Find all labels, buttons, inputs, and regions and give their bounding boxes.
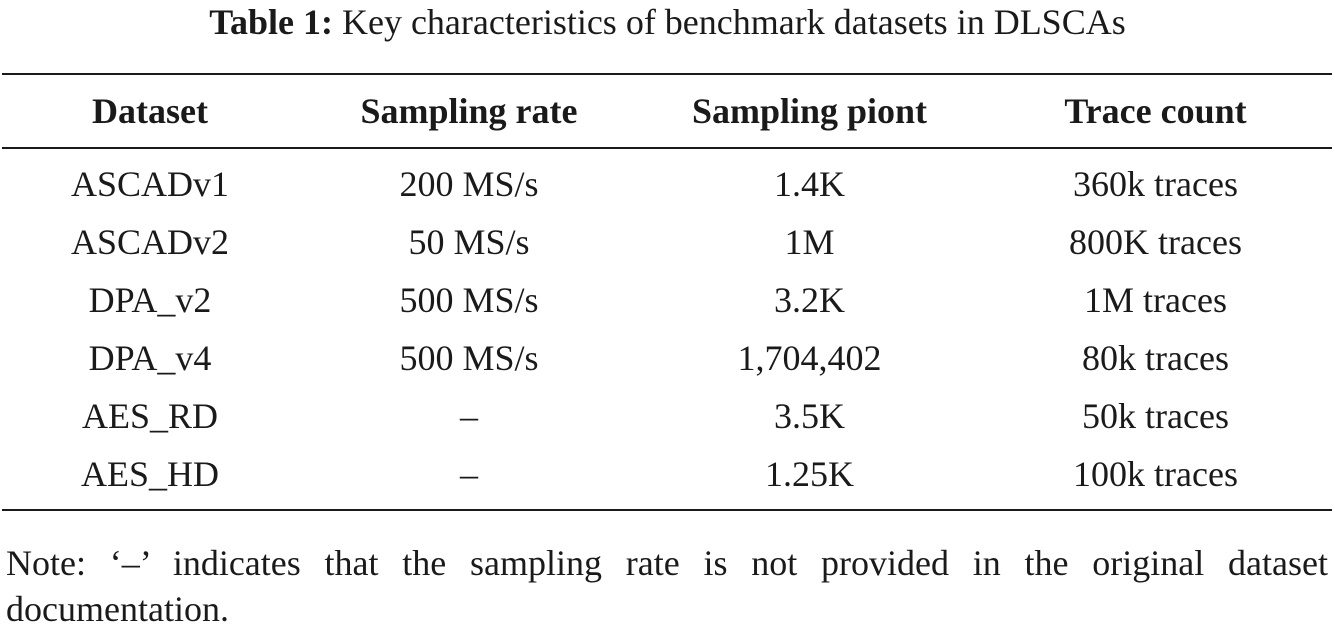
table-header-row: Dataset Sampling rate Sampling piont Tra… [2, 75, 1332, 147]
column-header-sampling-rate: Sampling rate [360, 91, 578, 131]
cell-dataset: ASCADv2 [70, 222, 230, 262]
table-header-rule [2, 147, 1332, 149]
column-header-sampling-point: Sampling piont [691, 91, 928, 131]
cell-sampling-point: 1,704,402 [737, 338, 882, 378]
cell-sampling-rate: 500 MS/s [399, 280, 539, 320]
table-row: ASCADv2 50 MS/s 1M 800K traces [2, 213, 1332, 271]
cell-trace-count: 80k traces [1082, 338, 1229, 378]
cell-trace-count: 100k traces [1073, 454, 1238, 494]
table-caption-label: Table 1: [209, 2, 333, 42]
cell-trace-count: 800K traces [1069, 222, 1242, 262]
cell-sampling-rate: 200 MS/s [399, 164, 539, 204]
cell-sampling-rate: 500 MS/s [399, 338, 539, 378]
cell-sampling-point: 1.25K [765, 454, 854, 494]
table-row: ASCADv1 200 MS/s 1.4K 360k traces [2, 147, 1332, 213]
table-top-rule [2, 73, 1332, 75]
cell-trace-count: 1M traces [1084, 280, 1227, 320]
table-row: DPA_v4 500 MS/s 1,704,402 80k traces [2, 329, 1332, 387]
cell-dataset: AES_HD [80, 454, 219, 494]
table-caption: Table 1: Key characteristics of benchmar… [0, 0, 1335, 44]
cell-sampling-rate: 50 MS/s [408, 222, 530, 262]
cell-dataset: AES_RD [81, 396, 219, 436]
table-note: Note: ‘–’ indicates that the sampling ra… [6, 543, 1328, 629]
dataset-table: Dataset Sampling rate Sampling piont Tra… [2, 75, 1332, 503]
table-row: AES_RD – 3.5K 50k traces [2, 387, 1332, 445]
cell-sampling-rate: – [460, 454, 478, 494]
cell-sampling-point: 1.4K [774, 164, 845, 204]
column-header-dataset: Dataset [92, 91, 208, 131]
cell-sampling-point: 3.5K [774, 396, 845, 436]
cell-sampling-point: 1M [784, 222, 835, 262]
cell-dataset: ASCADv1 [70, 164, 230, 204]
column-header-trace-count: Trace count [1064, 91, 1247, 131]
cell-sampling-point: 3.2K [774, 280, 845, 320]
table-row: DPA_v2 500 MS/s 3.2K 1M traces [2, 271, 1332, 329]
cell-trace-count: 50k traces [1082, 396, 1229, 436]
table-caption-text: Key characteristics of benchmark dataset… [341, 2, 1126, 42]
cell-dataset: DPA_v2 [88, 280, 212, 320]
table-bottom-rule [2, 509, 1332, 511]
cell-dataset: DPA_v4 [88, 338, 212, 378]
cell-trace-count: 360k traces [1073, 164, 1238, 204]
table-row: AES_HD – 1.25K 100k traces [2, 445, 1332, 503]
cell-sampling-rate: – [460, 396, 478, 436]
